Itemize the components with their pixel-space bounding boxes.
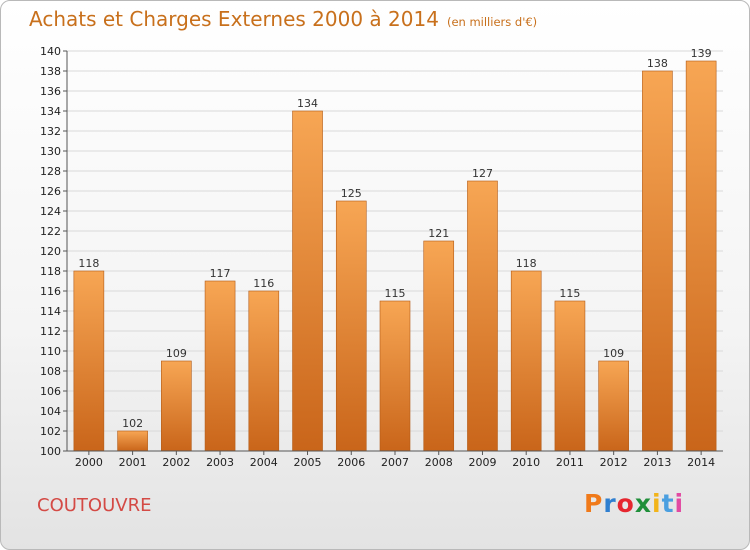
y-tick-label: 106 (40, 385, 61, 398)
bar-2007 (379, 300, 411, 452)
x-tick-label-2008: 2008 (425, 456, 453, 469)
x-tick-label-2014: 2014 (687, 456, 715, 469)
bar-2002 (161, 360, 192, 452)
y-tick-label: 130 (40, 145, 61, 158)
bars (73, 60, 717, 452)
logo-letter: r (603, 489, 617, 518)
bar-2001 (117, 430, 148, 452)
bar-2005 (292, 110, 323, 452)
y-tick-label: 132 (40, 125, 61, 138)
data-label-2012: 109 (603, 347, 624, 360)
y-tick-label: 126 (40, 185, 61, 198)
data-label-2000: 118 (78, 257, 99, 270)
x-tick-label-2013: 2013 (643, 456, 671, 469)
logo-letter: x (634, 489, 652, 518)
y-tick-label: 140 (40, 45, 61, 58)
chart-unit: (en milliers d'€) (446, 15, 538, 29)
x-axis-ticks: 2000 2001 2002 2003 2004 2005 2006 2007 2008 2009… (75, 451, 715, 469)
data-label-2010: 118 (516, 257, 537, 270)
x-tick-label-2012: 2012 (600, 456, 628, 469)
x-tick-label-2000: 2000 (75, 456, 103, 469)
data-label-2004: 116 (253, 277, 274, 290)
chart-title-block: Achats et Charges Externes 2000 à 2014 (e… (29, 7, 537, 31)
data-label-2006: 125 (341, 187, 362, 200)
x-tick-label-2006: 2006 (337, 456, 365, 469)
y-tick-label: 114 (40, 305, 61, 318)
x-tick-label-2007: 2007 (381, 456, 409, 469)
y-tick-label: 104 (40, 405, 61, 418)
y-tick-label: 108 (40, 365, 61, 378)
x-tick-label-2005: 2005 (294, 456, 322, 469)
bar-2000 (73, 270, 105, 452)
y-tick-label: 120 (40, 245, 61, 258)
logo-letter: i (652, 489, 662, 518)
bar-2014 (685, 60, 717, 452)
data-label-2009: 127 (472, 167, 493, 180)
data-labels: 118 102 109 117 116 134 125 115 121 127 118 115 109 1… (78, 47, 711, 430)
logo-letter: t (661, 489, 675, 518)
y-tick-label: 118 (40, 265, 61, 278)
logo-letter: P (584, 489, 604, 518)
bar-2010 (510, 270, 542, 452)
bar-2008 (423, 240, 455, 452)
y-tick-label: 136 (40, 85, 61, 98)
x-tick-label-2010: 2010 (512, 456, 540, 469)
logo-letter: o (616, 489, 635, 518)
y-tick-label: 102 (40, 425, 61, 438)
y-tick-label: 100 (40, 445, 61, 458)
bar-2011 (554, 300, 586, 452)
y-tick-label: 112 (40, 325, 61, 338)
proxiti-logo: Proxiti (584, 489, 684, 518)
x-tick-label-2009: 2009 (468, 456, 496, 469)
data-label-2014: 139 (691, 47, 712, 60)
x-tick-label-2011: 2011 (556, 456, 584, 469)
bar-2004 (248, 290, 280, 452)
axes (66, 51, 723, 452)
y-axis-ticks: 100 102 104 106 108 110 112 114 116 118 120 122 124 1… (40, 45, 67, 458)
data-label-2005: 134 (297, 97, 318, 110)
data-label-2002: 109 (166, 347, 187, 360)
bar-2006 (335, 200, 367, 452)
bar-2012 (598, 360, 629, 452)
x-tick-label-2001: 2001 (119, 456, 147, 469)
data-label-2008: 121 (428, 227, 449, 240)
data-label-2001: 102 (122, 417, 143, 430)
data-label-2013: 138 (647, 57, 668, 70)
location-name: COUTOUVRE (37, 495, 152, 516)
y-tick-label: 116 (40, 285, 61, 298)
bar-2003 (204, 280, 236, 452)
logo-letter: i (674, 489, 685, 518)
data-label-2007: 115 (385, 287, 406, 300)
bar-2009 (467, 180, 498, 452)
y-tick-label: 110 (40, 345, 61, 358)
y-tick-label: 124 (40, 205, 61, 218)
x-tick-label-2002: 2002 (162, 456, 190, 469)
x-tick-label-2004: 2004 (250, 456, 278, 469)
y-tick-label: 134 (40, 105, 61, 118)
data-label-2011: 115 (559, 287, 580, 300)
y-tick-label: 138 (40, 65, 61, 78)
chart-title: Achats et Charges Externes 2000 à 2014 (29, 7, 439, 31)
data-label-2003: 117 (210, 267, 231, 280)
x-tick-label-2003: 2003 (206, 456, 234, 469)
y-tick-label: 122 (40, 225, 61, 238)
y-tick-label: 128 (40, 165, 61, 178)
bar-2013 (642, 70, 673, 452)
